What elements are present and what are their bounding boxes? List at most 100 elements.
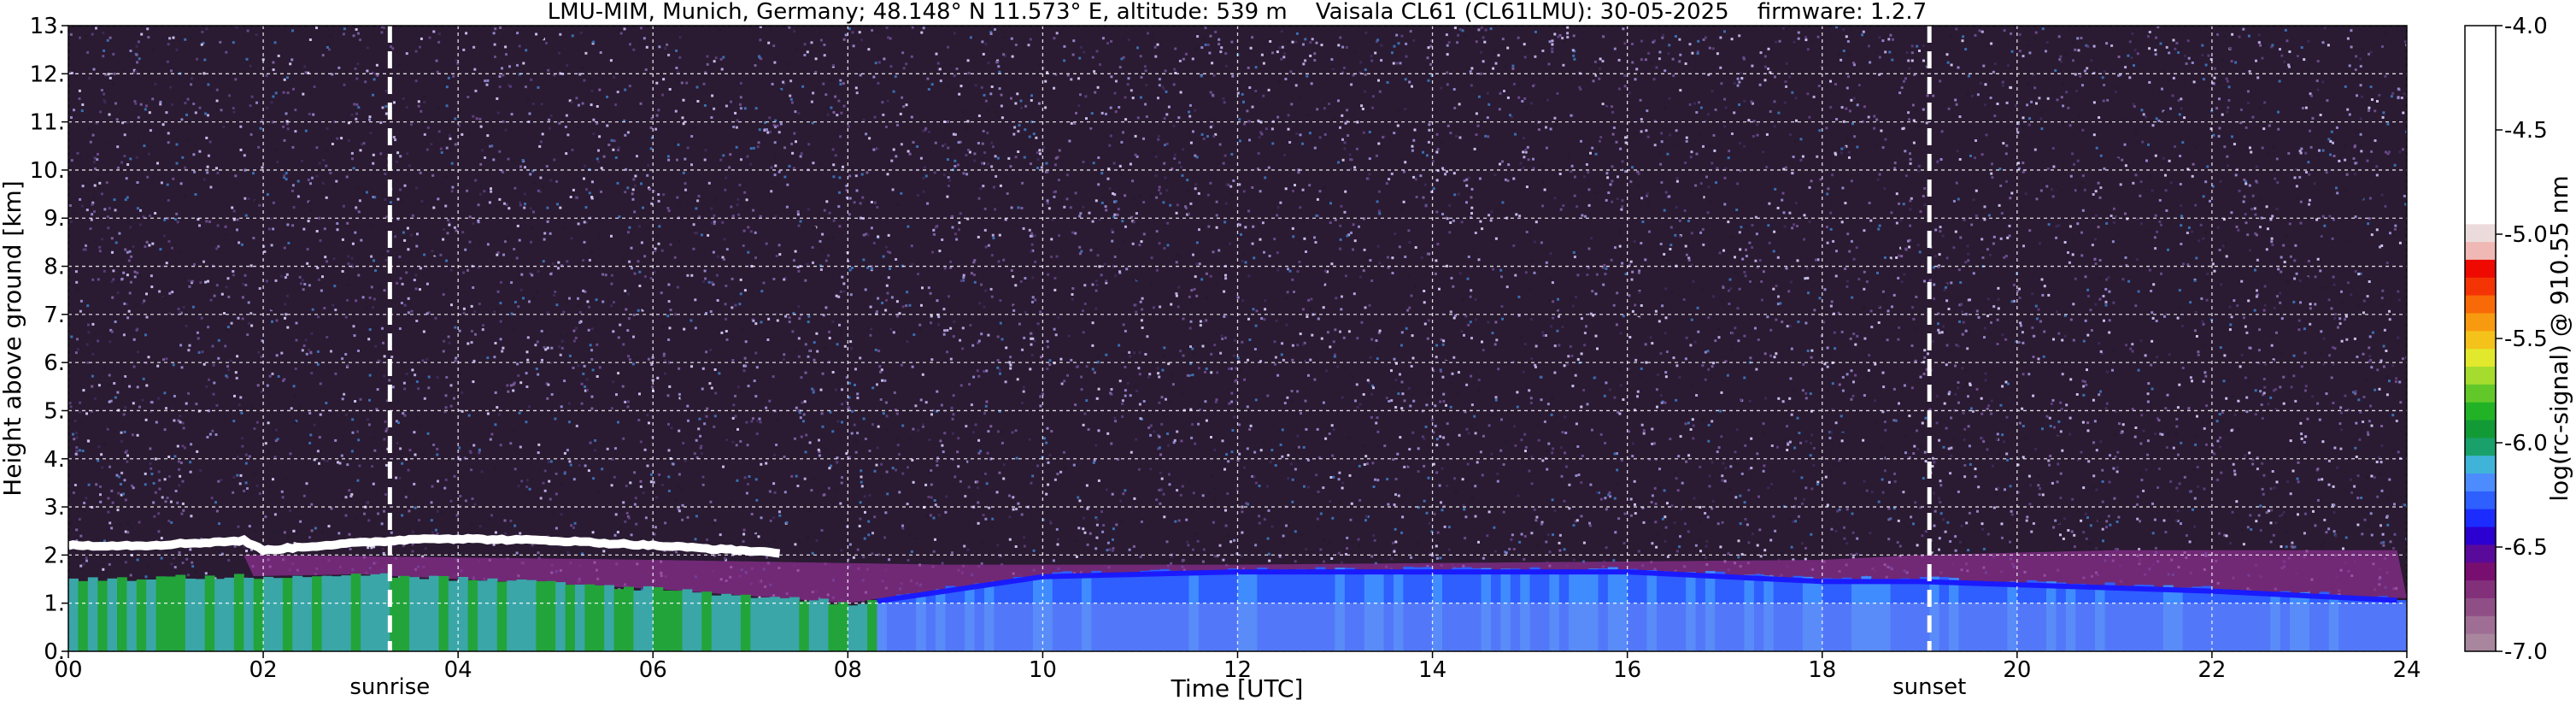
noise-speck <box>1390 399 1394 403</box>
noise-speck <box>1465 383 1469 386</box>
noise-speck <box>692 223 695 227</box>
noise-speck <box>1924 145 1928 149</box>
noise-speck <box>1118 270 1121 274</box>
noise-speck <box>473 310 477 314</box>
noise-speck <box>185 402 188 405</box>
noise-speck <box>1954 392 1957 396</box>
noise-speck <box>2206 165 2209 168</box>
noise-speck <box>2203 487 2206 491</box>
noise-speck <box>1589 213 1593 216</box>
noise-speck <box>2294 244 2297 247</box>
noise-speck <box>1322 560 1325 563</box>
noise-speck <box>2221 411 2224 415</box>
noise-speck <box>783 146 786 150</box>
noise-speck <box>1910 515 1913 519</box>
noise-speck <box>555 179 559 183</box>
noise-speck <box>1616 197 1619 201</box>
noise-speck <box>1233 338 1236 342</box>
noise-speck <box>639 479 643 483</box>
noise-speck <box>1163 413 1166 416</box>
noise-speck <box>2238 189 2241 192</box>
noise-speck <box>1049 520 1053 523</box>
noise-speck <box>75 280 79 284</box>
noise-speck <box>2107 276 2110 279</box>
noise-speck <box>167 520 171 522</box>
noise-speck <box>1637 172 1640 175</box>
noise-speck <box>503 519 507 522</box>
noise-speck <box>195 570 198 574</box>
noise-speck <box>650 116 654 120</box>
noise-speck <box>2087 295 2090 297</box>
noise-speck <box>307 178 310 181</box>
noise-speck <box>1326 331 1329 334</box>
noise-speck <box>1723 30 1726 33</box>
noise-speck <box>539 190 542 193</box>
noise-speck <box>524 85 527 89</box>
noise-speck <box>2405 130 2407 133</box>
noise-speck <box>1966 244 1969 248</box>
noise-speck <box>1460 330 1464 333</box>
noise-speck <box>366 46 369 50</box>
noise-speck <box>560 513 563 516</box>
noise-speck <box>888 558 891 562</box>
noise-speck <box>148 111 151 115</box>
noise-speck <box>1971 409 1975 413</box>
noise-speck <box>1683 522 1687 526</box>
noise-speck <box>1738 287 1741 291</box>
noise-speck <box>302 288 305 291</box>
noise-speck <box>1596 347 1599 350</box>
noise-speck <box>1940 331 1944 334</box>
noise-speck <box>1743 100 1746 103</box>
noise-speck <box>720 68 724 71</box>
noise-speck <box>1646 135 1650 138</box>
noise-speck <box>1631 442 1634 445</box>
noise-speck <box>2314 524 2317 527</box>
noise-speck <box>1157 135 1160 138</box>
noise-speck <box>443 486 447 490</box>
noise-speck <box>141 302 144 305</box>
noise-speck <box>535 32 538 36</box>
noise-speck <box>1426 154 1429 157</box>
noise-speck <box>836 420 840 423</box>
noise-speck <box>2202 343 2205 346</box>
noise-speck <box>1699 182 1703 185</box>
noise-speck <box>369 132 373 135</box>
noise-speck <box>989 32 993 35</box>
noise-speck <box>106 215 109 219</box>
noise-speck <box>1294 40 1298 44</box>
noise-speck <box>667 475 671 479</box>
noise-speck <box>902 105 906 109</box>
noise-speck <box>783 491 787 494</box>
noise-speck <box>2115 215 2118 218</box>
noise-speck <box>795 47 799 50</box>
noise-speck <box>745 198 748 202</box>
noise-speck <box>531 169 535 173</box>
noise-speck <box>1273 340 1276 344</box>
noise-speck <box>1186 540 1189 544</box>
noise-speck <box>946 195 949 198</box>
noise-speck <box>2003 256 2006 259</box>
noise-speck <box>444 394 448 397</box>
noise-speck <box>1710 90 1714 93</box>
noise-speck <box>99 110 103 114</box>
noise-speck <box>2116 450 2120 454</box>
noise-speck <box>793 349 796 352</box>
noise-speck <box>885 428 889 432</box>
noise-speck <box>166 497 169 499</box>
noise-speck <box>2353 337 2356 340</box>
noise-speck <box>1603 263 1606 267</box>
noise-speck <box>1079 212 1083 215</box>
noise-speck <box>68 71 72 74</box>
noise-speck <box>381 106 384 109</box>
noise-speck <box>1149 424 1153 427</box>
noise-speck <box>1172 441 1176 444</box>
noise-speck <box>1622 403 1626 406</box>
noise-speck <box>869 333 872 337</box>
noise-speck <box>525 49 528 52</box>
noise-speck <box>1209 34 1212 38</box>
noise-speck <box>2083 380 2086 384</box>
noise-speck <box>95 121 98 125</box>
noise-speck <box>2056 480 2059 484</box>
noise-speck <box>987 333 990 337</box>
noise-speck <box>184 102 187 105</box>
